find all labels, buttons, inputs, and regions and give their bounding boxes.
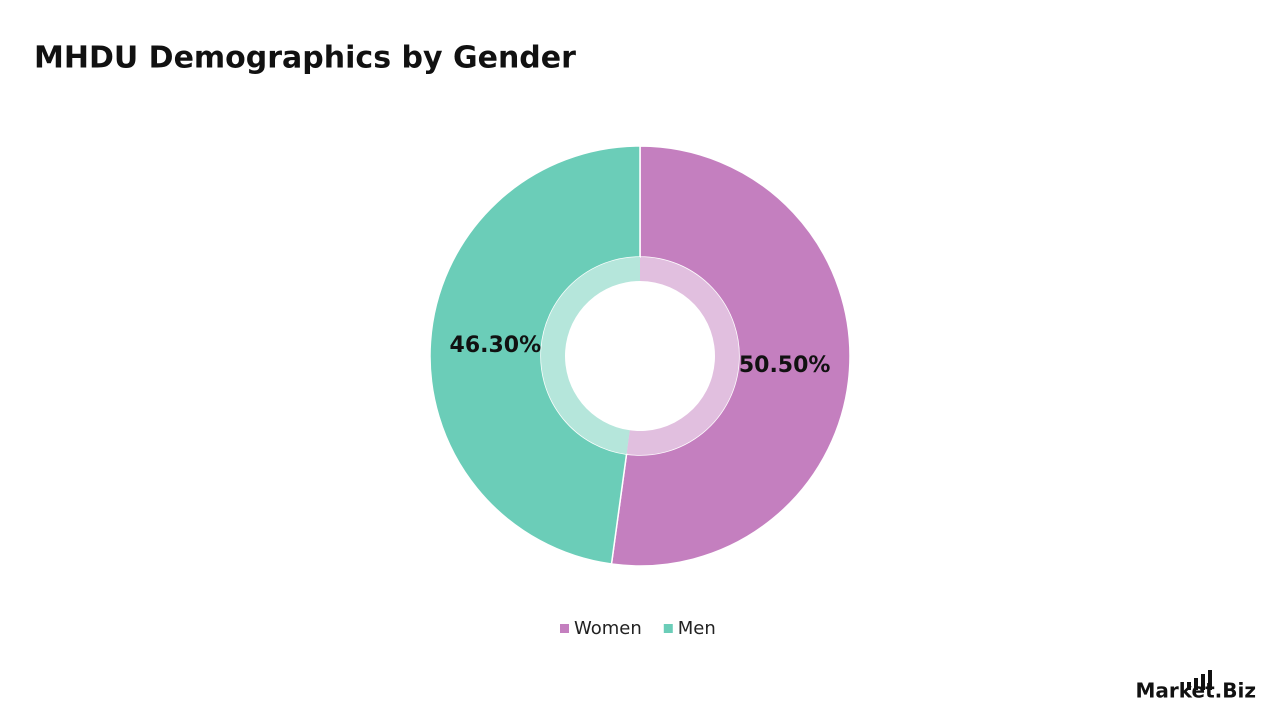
legend-label: Women: [574, 618, 642, 639]
donut-inner-ring: [626, 257, 740, 455]
logo-text: Market.Biz: [1136, 679, 1257, 703]
donut-inner-ring: [541, 257, 640, 455]
logo-bar: [1194, 678, 1198, 690]
data-label: 50.50%: [739, 353, 831, 378]
legend-swatch: [560, 624, 569, 633]
legend-label: Men: [678, 618, 716, 639]
logo-bar: [1201, 674, 1205, 690]
legend-swatch: [663, 624, 673, 633]
logo-bar: [1208, 670, 1212, 690]
logo: Market.Biz: [1136, 670, 1257, 703]
chart-title: MHDU Demographics by Gender: [34, 41, 576, 76]
logo-bar: [1187, 682, 1191, 690]
data-label: 46.30%: [450, 333, 542, 358]
